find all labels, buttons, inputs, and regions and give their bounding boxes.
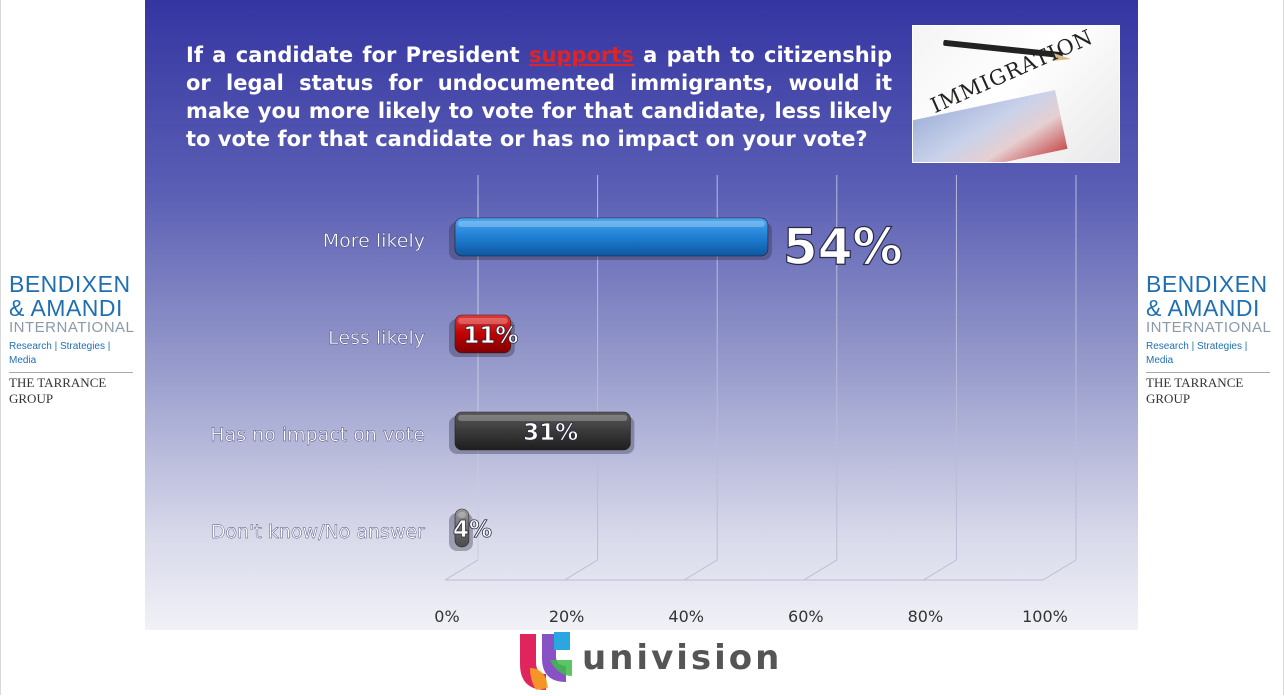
logo-line-international: INTERNATIONAL [9, 319, 135, 336]
logo-line-tagline: Research | Strategies | Media [9, 341, 111, 366]
value-label: 4% [453, 517, 492, 543]
bar [454, 314, 512, 354]
logo-line-tagline: Research | Strategies | Media [1146, 341, 1248, 366]
immigration-photo: IMMIGRATION [912, 25, 1120, 163]
bar [454, 217, 769, 257]
bar [454, 508, 470, 548]
logo-line-bendixen: BENDIXEN [9, 271, 131, 297]
bar-chart: 0% 20% 40% 60% 80% 100% More likely Less likel… [210, 175, 1077, 626]
left-logo: BENDIXEN & AMANDI INTERNATIONAL Research… [9, 272, 139, 407]
univision-mark-icon [520, 632, 572, 690]
logo-line-tarrance: THE TARRANCE GROUP [9, 372, 133, 407]
value-label: 31% [523, 420, 578, 446]
question-text-end: a path to citizenship or legal status fo… [186, 43, 892, 151]
category-label: Has no impact on vote [210, 424, 425, 446]
logo-line-amandi: & AMANDI [9, 295, 123, 321]
grid-line-floor [1042, 559, 1077, 581]
category-label: More likely [323, 230, 425, 252]
category-label: Don't know/No answer [211, 521, 425, 543]
logo-line-bendixen: BENDIXEN [1146, 271, 1268, 297]
logo-line-amandi: & AMANDI [1146, 295, 1260, 321]
bar [454, 411, 631, 451]
grid-line-floor [683, 559, 718, 581]
chart-bars [449, 217, 772, 551]
logo-line-international: INTERNATIONAL [1146, 319, 1272, 336]
value-label: 54% [783, 218, 903, 276]
bar-highlight [458, 318, 508, 324]
survey-question: If a candidate for President supports a … [186, 41, 892, 153]
bar-highlight [458, 221, 765, 227]
grid-line-floor [923, 559, 957, 581]
x-tick-label: 0% [434, 607, 459, 626]
x-tick-label: 20% [549, 607, 585, 626]
bar-highlight [458, 415, 628, 421]
value-label: 11% [463, 323, 518, 349]
x-tick-label: 80% [908, 607, 944, 626]
x-axis-ticks: 0% 20% 40% 60% 80% 100% [434, 607, 1068, 626]
question-text-start: If a candidate for President [186, 43, 529, 67]
value-labels: 54% 11% 31% 4% [453, 217, 904, 543]
left-frame-line [0, 0, 1, 695]
question-keyword: supports [528, 43, 634, 67]
univision-wordmark: univision [582, 638, 783, 678]
grid-line-floor [564, 559, 598, 581]
right-logo: BENDIXEN & AMANDI INTERNATIONAL Research… [1146, 272, 1276, 407]
x-tick-label: 60% [788, 607, 824, 626]
x-tick-label: 100% [1022, 607, 1068, 626]
grid-line-floor [803, 559, 838, 581]
grid-line-floor [444, 559, 479, 581]
univision-logo: univision [516, 632, 796, 692]
bar-highlight [458, 512, 466, 518]
logo-line-tarrance: THE TARRANCE GROUP [1146, 372, 1270, 407]
category-label: Less likely [328, 327, 425, 349]
category-labels: More likely Less likely Has no impact on v… [210, 230, 425, 543]
x-tick-label: 40% [668, 607, 704, 626]
